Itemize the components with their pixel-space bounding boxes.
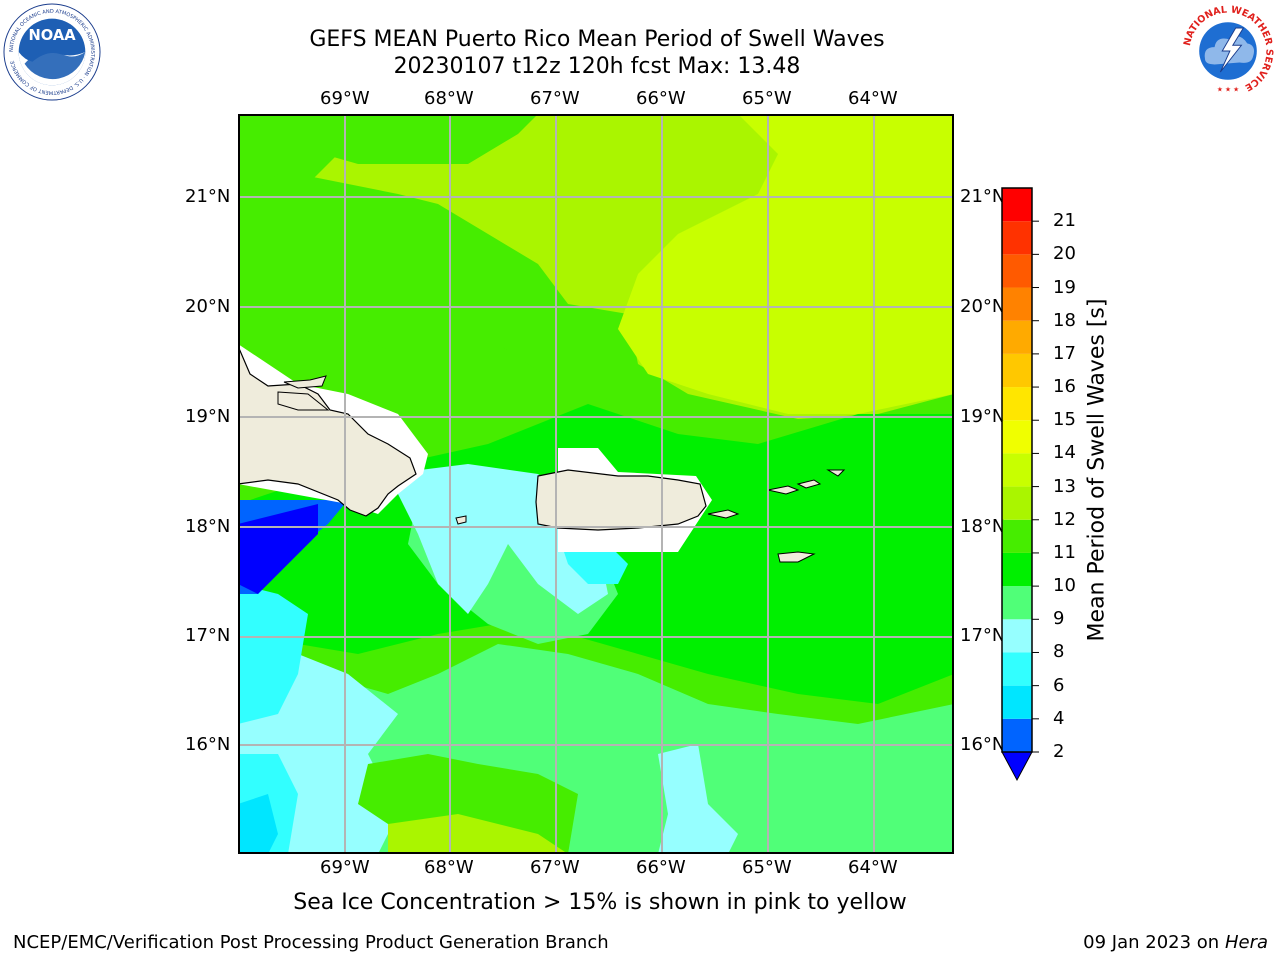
field-13-14 (618, 114, 954, 414)
colorbar-cell (1002, 420, 1032, 454)
footer-host: Hera (1224, 932, 1268, 953)
colorbar-extend-arrow (1001, 751, 1033, 782)
map-border (238, 114, 954, 854)
colorbar-cell (1002, 486, 1032, 520)
land-vieques (707, 509, 740, 519)
colorbar-tick-label: 8 (1053, 641, 1065, 663)
lat-label-right: 16°N (960, 734, 1006, 755)
noaa-wordmark: NOAA (28, 27, 76, 44)
colorbar-tick-label: 19 (1053, 276, 1076, 298)
land-tortuga (283, 375, 327, 389)
footer-date: 09 Jan 2023 on Hera (1083, 932, 1268, 953)
colorbar-cell (1002, 353, 1032, 388)
lon-label-top: 64°W (848, 88, 898, 109)
colorbar-cell (1002, 453, 1032, 487)
lon-label-top: 66°W (636, 88, 686, 109)
sea-ice-note: Sea Ice Concentration > 15% is shown in … (293, 890, 907, 915)
colorbar-cell (1002, 320, 1032, 354)
land-virgin-islands (767, 469, 846, 495)
lon-label-top: 67°W (530, 88, 580, 109)
map-panel (238, 114, 954, 854)
colorbar-tick-label: 17 (1053, 342, 1076, 364)
lat-label-right: 19°N (960, 406, 1006, 427)
chart-subtitle: 20230107 t12z 120h fcst Max: 13.48 (393, 54, 801, 79)
lon-label-top: 65°W (742, 88, 792, 109)
colorbar-cell (1002, 221, 1032, 255)
colorbar-tick-label: 9 (1053, 608, 1065, 630)
colorbar-cell (1002, 519, 1032, 553)
colorbar-tick-label: 11 (1053, 541, 1076, 563)
field-4-6 (238, 794, 278, 854)
field-8-9-se (658, 744, 738, 854)
lat-label-right: 18°N (960, 516, 1006, 537)
footer-date-text: 09 Jan 2023 on (1083, 932, 1225, 953)
colorbar (1001, 187, 1039, 782)
lat-label-left: 16°N (185, 734, 231, 755)
colorbar-cell (1002, 287, 1032, 321)
land-puerto-rico (535, 469, 707, 531)
colorbar-tick-label: 6 (1053, 674, 1065, 696)
lon-label-bottom: 67°W (530, 857, 580, 878)
land-mona (455, 515, 467, 525)
lat-label-right: 17°N (960, 625, 1006, 646)
footer-producer: NCEP/EMC/Verification Post Processing Pr… (13, 932, 609, 953)
land-north-islet (277, 391, 330, 411)
colorbar-tick-label: 14 (1053, 442, 1076, 464)
colorbar-tick-label: 20 (1053, 243, 1076, 265)
lat-label-left: 18°N (185, 516, 231, 537)
lat-label-right: 20°N (960, 296, 1006, 317)
lon-label-top: 68°W (424, 88, 474, 109)
colorbar-cell (1002, 254, 1032, 288)
lon-label-bottom: 64°W (848, 857, 898, 878)
colorbar-tick-label: 18 (1053, 309, 1076, 331)
field-6-8 (238, 584, 308, 724)
colorbar-tick-label: 16 (1053, 376, 1076, 398)
colorbar-cell (1002, 586, 1032, 620)
lon-label-bottom: 68°W (424, 857, 474, 878)
colorbar-cell (1002, 552, 1032, 587)
colorbar-tick-label: 2 (1053, 741, 1065, 762)
lat-label-left: 20°N (185, 296, 231, 317)
svg-text:★ ★ ★: ★ ★ ★ (1217, 85, 1239, 93)
colorbar-cell (1002, 619, 1032, 653)
lon-label-bottom: 66°W (636, 857, 686, 878)
colorbar-cell (1002, 718, 1032, 752)
map-grid (238, 114, 954, 854)
lat-label-left: 21°N (185, 186, 231, 207)
colorbar-tick-label: 12 (1053, 508, 1076, 530)
colorbar-cell (1002, 652, 1032, 686)
colorbar-tick-label: 4 (1053, 707, 1065, 729)
field-11-12-south (358, 754, 578, 854)
lon-label-bottom: 65°W (742, 857, 792, 878)
lat-label-left: 19°N (185, 406, 231, 427)
colorbar-tick-label: 15 (1053, 409, 1076, 431)
colorbar-cell (1002, 188, 1032, 222)
lon-label-top: 69°W (320, 88, 370, 109)
land-st-croix (777, 551, 816, 563)
lat-label-left: 17°N (185, 625, 231, 646)
colorbar-cell (1002, 685, 1032, 719)
nws-logo: NATIONAL WEATHER SERVICE ★ ★ ★ (1180, 3, 1276, 99)
colorbar-tick-label: 21 (1053, 210, 1076, 232)
colorbar-border (1001, 187, 1033, 753)
noaa-logo: NATIONAL OCEANIC AND ATMOSPHERIC ADMINIS… (3, 3, 101, 101)
colorbar-cell (1002, 387, 1032, 421)
lat-label-right: 21°N (960, 186, 1006, 207)
lon-label-bottom: 69°W (320, 857, 370, 878)
colorbar-tick-label: 13 (1053, 475, 1076, 497)
chart-title: GEFS MEAN Puerto Rico Mean Period of Swe… (309, 27, 885, 52)
colorbar-title: Mean Period of Swell Waves [s] (1084, 298, 1110, 642)
colorbar-tick-label: 10 (1053, 575, 1076, 597)
field-11-12-north (238, 114, 338, 204)
